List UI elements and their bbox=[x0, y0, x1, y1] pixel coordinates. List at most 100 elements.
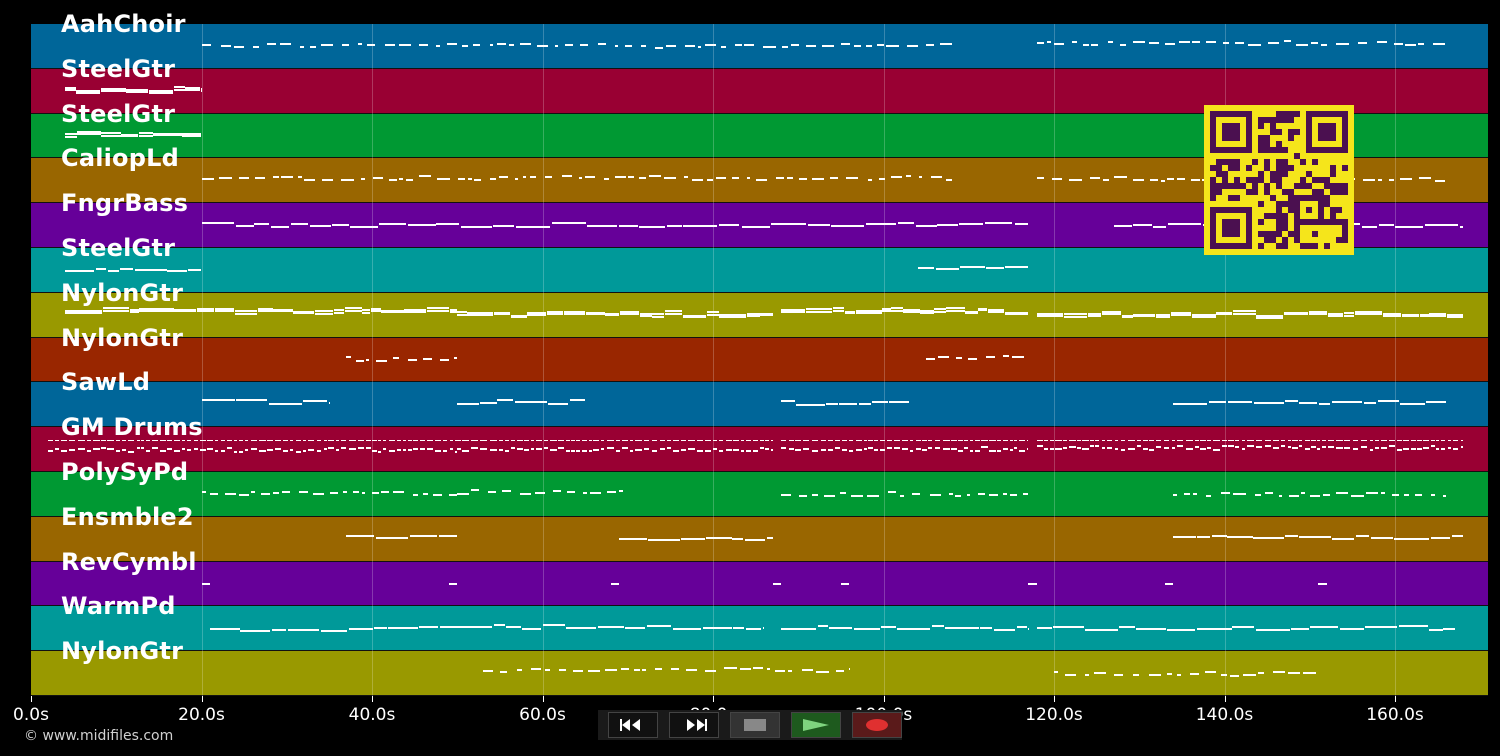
note bbox=[635, 440, 642, 442]
note bbox=[388, 627, 419, 630]
note bbox=[1207, 447, 1211, 450]
note bbox=[1026, 447, 1029, 450]
note bbox=[1424, 223, 1458, 226]
qr-module bbox=[1336, 183, 1342, 189]
note bbox=[931, 625, 944, 628]
note bbox=[519, 43, 531, 46]
note bbox=[422, 492, 428, 495]
note bbox=[1318, 582, 1327, 585]
note bbox=[283, 440, 289, 442]
note bbox=[1155, 316, 1171, 319]
note bbox=[322, 179, 333, 182]
qr-module bbox=[1216, 189, 1222, 195]
note bbox=[805, 45, 816, 48]
rewind-button[interactable] bbox=[608, 712, 658, 738]
note bbox=[1299, 440, 1303, 442]
note bbox=[307, 440, 315, 442]
axis-tick-label: 0.0s bbox=[13, 705, 49, 725]
note bbox=[946, 179, 952, 181]
fast-forward-button[interactable] bbox=[669, 712, 719, 738]
note bbox=[381, 311, 404, 314]
note bbox=[958, 440, 964, 442]
note bbox=[772, 582, 782, 585]
note bbox=[882, 310, 891, 313]
note bbox=[289, 448, 293, 451]
note bbox=[589, 492, 601, 495]
stop-button[interactable] bbox=[730, 712, 780, 738]
note bbox=[1374, 440, 1380, 442]
qr-module bbox=[1258, 201, 1264, 207]
note bbox=[697, 440, 704, 442]
note bbox=[506, 626, 521, 629]
note bbox=[642, 668, 646, 671]
record-button[interactable] bbox=[852, 712, 902, 738]
note bbox=[449, 309, 458, 312]
note bbox=[1155, 314, 1171, 317]
note bbox=[349, 440, 356, 442]
note bbox=[1017, 625, 1028, 628]
note bbox=[1192, 40, 1201, 43]
note bbox=[618, 224, 638, 227]
note bbox=[1163, 447, 1170, 450]
note bbox=[349, 225, 378, 228]
note bbox=[274, 448, 281, 451]
note bbox=[938, 355, 950, 358]
note bbox=[1186, 440, 1193, 442]
note bbox=[1132, 179, 1144, 182]
note bbox=[832, 307, 845, 310]
qr-module bbox=[1324, 219, 1330, 225]
note bbox=[759, 446, 764, 449]
play-button[interactable] bbox=[791, 712, 841, 738]
note bbox=[564, 44, 573, 47]
note bbox=[1344, 440, 1351, 442]
note bbox=[635, 449, 642, 452]
note bbox=[1102, 178, 1109, 181]
note bbox=[375, 536, 409, 539]
note bbox=[853, 45, 862, 48]
note bbox=[360, 177, 366, 180]
note bbox=[1287, 446, 1291, 449]
note bbox=[782, 46, 789, 49]
note bbox=[659, 448, 665, 450]
note bbox=[659, 440, 665, 442]
note bbox=[382, 447, 387, 450]
note bbox=[897, 628, 931, 631]
note bbox=[1403, 447, 1410, 450]
copyright-notice[interactable]: © www.midifiles.com bbox=[24, 728, 174, 744]
note bbox=[173, 132, 182, 135]
qr-module bbox=[1342, 231, 1348, 237]
note bbox=[882, 307, 891, 310]
note bbox=[1054, 671, 1058, 674]
note bbox=[615, 440, 621, 442]
note bbox=[316, 440, 322, 442]
note bbox=[647, 539, 680, 542]
note bbox=[673, 449, 679, 452]
note bbox=[920, 310, 934, 313]
note bbox=[544, 175, 553, 178]
note bbox=[1254, 401, 1284, 404]
note bbox=[1279, 495, 1283, 498]
note bbox=[1443, 628, 1455, 631]
qr-module bbox=[1222, 183, 1228, 189]
qr-code[interactable] bbox=[1204, 105, 1354, 255]
note bbox=[894, 447, 900, 450]
note bbox=[771, 222, 806, 225]
note bbox=[949, 493, 953, 496]
note bbox=[864, 440, 868, 442]
note bbox=[682, 316, 707, 319]
note bbox=[686, 668, 697, 671]
note bbox=[68, 449, 76, 452]
note bbox=[580, 43, 588, 46]
note bbox=[1272, 440, 1280, 442]
note bbox=[965, 311, 978, 314]
note bbox=[120, 268, 134, 271]
note bbox=[517, 447, 524, 450]
note bbox=[978, 308, 988, 311]
note bbox=[1243, 674, 1257, 677]
note bbox=[282, 490, 290, 493]
note bbox=[585, 312, 605, 315]
note bbox=[732, 449, 739, 452]
note bbox=[220, 450, 226, 453]
note bbox=[575, 440, 580, 442]
qr-module bbox=[1252, 159, 1258, 165]
